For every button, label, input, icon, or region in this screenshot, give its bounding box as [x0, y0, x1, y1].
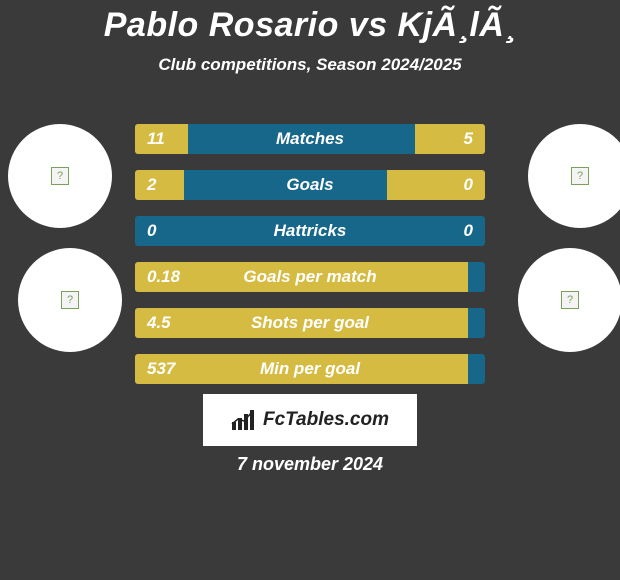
stat-value-right: 0	[464, 170, 473, 200]
player2-avatar: ?	[528, 124, 620, 228]
stat-value-right: 0	[464, 216, 473, 246]
stat-label: Shots per goal	[135, 308, 485, 338]
date-text: 7 november 2024	[0, 454, 620, 475]
stat-row: 0Hattricks0	[135, 216, 485, 246]
brand-text: FcTables.com	[263, 409, 389, 431]
team2-avatar: ?	[518, 248, 620, 352]
stats-container: 11Matches52Goals00Hattricks00.18Goals pe…	[135, 124, 485, 400]
broken-image-icon: ?	[561, 291, 579, 309]
stat-row: 0.18Goals per match	[135, 262, 485, 292]
stat-row: 2Goals0	[135, 170, 485, 200]
page-title: Pablo Rosario vs KjÃ¸lÃ¸	[0, 0, 620, 45]
brand-box: FcTables.com	[203, 394, 417, 446]
broken-image-icon: ?	[571, 167, 589, 185]
stat-label: Hattricks	[135, 216, 485, 246]
player1-avatar: ?	[8, 124, 112, 228]
brand-chart-icon	[231, 410, 257, 430]
stat-value-right: 5	[464, 124, 473, 154]
stat-row: 537Min per goal	[135, 354, 485, 384]
team1-avatar: ?	[18, 248, 122, 352]
stat-label: Min per goal	[135, 354, 485, 384]
stat-label: Goals	[135, 170, 485, 200]
stat-row: 11Matches5	[135, 124, 485, 154]
page-subtitle: Club competitions, Season 2024/2025	[0, 45, 620, 75]
stat-row: 4.5Shots per goal	[135, 308, 485, 338]
broken-image-icon: ?	[61, 291, 79, 309]
stat-label: Matches	[135, 124, 485, 154]
broken-image-icon: ?	[51, 167, 69, 185]
stat-label: Goals per match	[135, 262, 485, 292]
